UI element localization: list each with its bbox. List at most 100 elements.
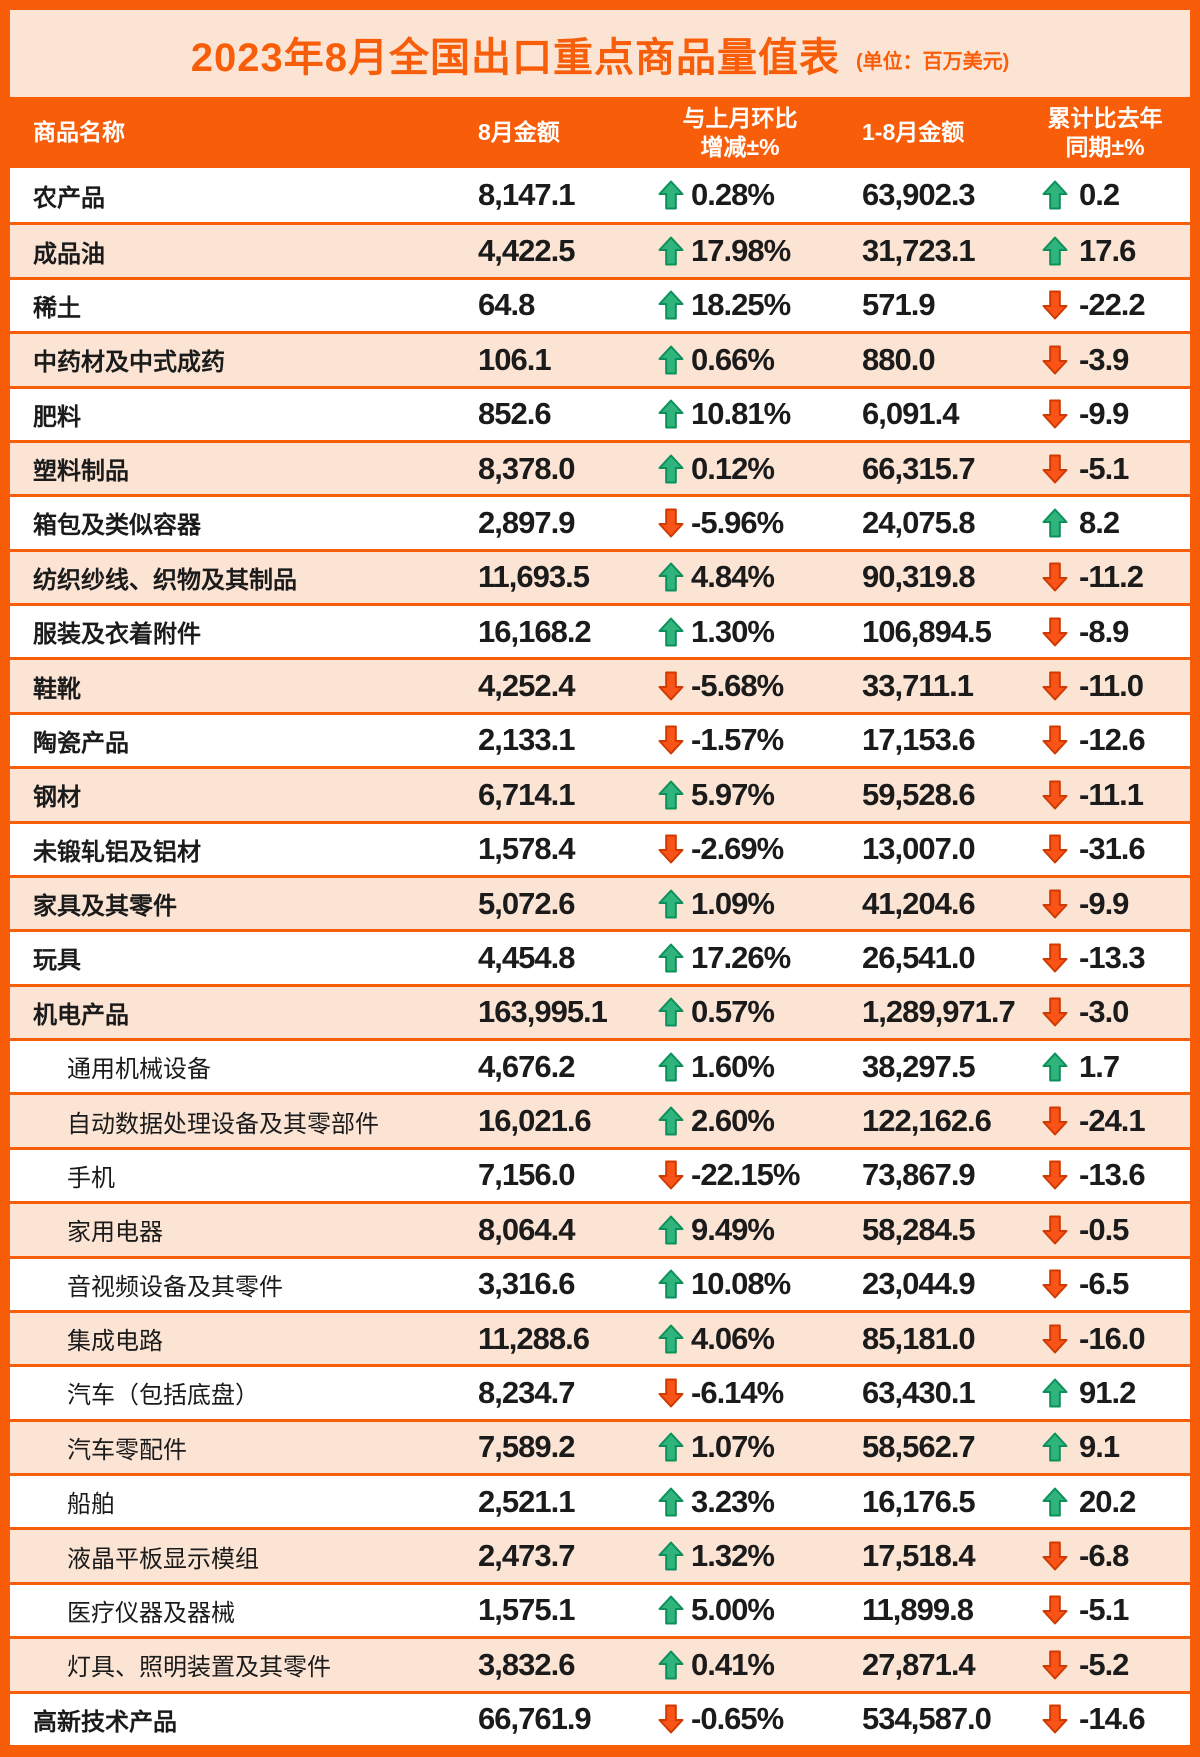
yoy-change: -6.5 [1020, 1266, 1190, 1302]
down-arrow-icon [1042, 889, 1068, 919]
yoy-value: -11.2 [1079, 559, 1144, 595]
commodity-name: 成品油 [33, 240, 105, 268]
yoy-value: 1.7 [1079, 1048, 1120, 1084]
ytd-amount: 63,902.3 [862, 177, 976, 213]
commodity-name: 自动数据处理设备及其零部件 [67, 1110, 379, 1138]
commodity-name: 稀土 [33, 294, 81, 322]
mom-value: 1.09% [691, 885, 775, 921]
table-row: 成品油 4,422.5 17.98% 31,723.1 17.6 [10, 222, 1190, 277]
aug-amount: 1,575.1 [478, 1592, 575, 1628]
mom-change: 0.41% [640, 1647, 840, 1683]
up-arrow-icon [1042, 1378, 1068, 1408]
table-row: 稀土 64.8 18.25% 571.9 -22.2 [10, 276, 1190, 332]
yoy-change: 0.2 [1020, 177, 1190, 213]
mom-change: 1.09% [640, 886, 840, 922]
up-arrow-icon [658, 1324, 684, 1354]
down-arrow-icon [1042, 1106, 1068, 1136]
yoy-value: 20.2 [1079, 1483, 1136, 1519]
aug-amount: 4,422.5 [478, 233, 575, 269]
mom-value: 17.98% [691, 233, 791, 269]
ytd-amount: 880.0 [862, 341, 936, 377]
yoy-value: -13.6 [1079, 1157, 1146, 1193]
mom-change: 1.07% [640, 1429, 840, 1465]
table-row: 纺织纱线、织物及其制品 11,693.5 4.84% 90,319.8 -11.… [10, 548, 1190, 603]
table-row: 鞋靴 4,252.4 -5.68% 33,711.1 -11.0 [10, 657, 1190, 712]
up-arrow-icon [1042, 1432, 1068, 1462]
commodity-name: 家用电器 [67, 1219, 163, 1247]
yoy-change: -16.0 [1020, 1321, 1190, 1357]
yoy-change: 8.2 [1020, 505, 1190, 541]
yoy-change: -9.9 [1020, 886, 1190, 922]
table-row: 集成电路 11,288.6 4.06% 85,181.0 -16.0 [10, 1309, 1190, 1365]
yoy-change: -11.1 [1020, 777, 1190, 813]
mom-change: -1.57% [640, 722, 840, 758]
mom-value: 0.12% [691, 450, 775, 486]
aug-amount: 163,995.1 [478, 994, 608, 1030]
yoy-value: 8.2 [1079, 504, 1120, 540]
yoy-value: 91.2 [1079, 1374, 1136, 1410]
mom-change: 5.97% [640, 777, 840, 813]
yoy-change: -12.6 [1020, 722, 1190, 758]
ytd-amount: 59,528.6 [862, 776, 976, 812]
yoy-change: -24.1 [1020, 1103, 1190, 1139]
mom-value: 2.60% [691, 1103, 775, 1139]
yoy-change: -13.6 [1020, 1157, 1190, 1193]
up-arrow-icon [658, 1487, 684, 1517]
ytd-amount: 11,899.8 [862, 1592, 974, 1628]
ytd-amount: 58,562.7 [862, 1429, 976, 1465]
table-row: 自动数据处理设备及其零部件 16,021.6 2.60% 122,162.6 -… [10, 1092, 1190, 1147]
up-arrow-icon [658, 997, 684, 1027]
table-row: 汽车零配件 7,589.2 1.07% 58,562.7 9.1 [10, 1418, 1190, 1473]
commodity-name: 塑料制品 [33, 458, 129, 486]
mom-value: 17.26% [691, 939, 791, 975]
header-commodity-name: 商品名称 [33, 119, 125, 146]
mom-value: -5.68% [691, 668, 784, 704]
mom-value: 1.32% [691, 1538, 775, 1574]
aug-amount: 4,252.4 [478, 668, 575, 704]
table-row: 灯具、照明装置及其零件 3,832.6 0.41% 27,871.4 -5.2 [10, 1636, 1190, 1691]
mom-value: 4.84% [691, 559, 775, 595]
yoy-value: -24.1 [1079, 1103, 1146, 1139]
aug-amount: 4,454.8 [478, 939, 575, 975]
down-arrow-icon [1042, 1324, 1068, 1354]
yoy-change: -14.6 [1020, 1701, 1190, 1737]
aug-amount: 7,589.2 [478, 1429, 575, 1465]
mom-value: 1.30% [691, 613, 775, 649]
up-arrow-icon [658, 399, 684, 429]
yoy-change: -6.8 [1020, 1538, 1190, 1574]
yoy-value: -5.2 [1079, 1646, 1129, 1682]
aug-amount: 2,521.1 [478, 1483, 575, 1519]
aug-amount: 106.1 [478, 341, 552, 377]
aug-amount: 66,761.9 [478, 1701, 592, 1737]
mom-value: -6.14% [691, 1374, 784, 1410]
mom-change: 0.57% [640, 994, 840, 1030]
yoy-change: -22.2 [1020, 287, 1190, 323]
table-header: 商品名称 8月金额 与上月环比 增减±% 1-8月金额 累计比去年 同期±% [10, 97, 1190, 168]
commodity-name: 农产品 [33, 184, 105, 212]
up-arrow-icon [658, 1541, 684, 1571]
mom-change: 4.84% [640, 559, 840, 595]
up-arrow-icon [658, 1269, 684, 1299]
commodity-name: 汽车（包括底盘） [67, 1382, 259, 1410]
yoy-change: -9.9 [1020, 396, 1190, 432]
commodity-name: 家具及其零件 [33, 893, 177, 921]
mom-change: 10.81% [640, 396, 840, 432]
aug-amount: 4,676.2 [478, 1048, 575, 1084]
ytd-amount: 38,297.5 [862, 1048, 976, 1084]
yoy-value: -3.9 [1079, 341, 1129, 377]
ytd-amount: 31,723.1 [862, 233, 976, 269]
aug-amount: 16,168.2 [478, 613, 592, 649]
mom-value: 5.00% [691, 1592, 775, 1628]
ytd-amount: 571.9 [862, 287, 936, 323]
ytd-amount: 6,091.4 [862, 396, 959, 432]
table-row: 家用电器 8,064.4 9.49% 58,284.5 -0.5 [10, 1201, 1190, 1256]
down-arrow-icon [1042, 834, 1068, 864]
yoy-value: -6.5 [1079, 1266, 1129, 1302]
up-arrow-icon [1042, 180, 1068, 210]
down-arrow-icon [1042, 454, 1068, 484]
mom-change: 0.12% [640, 451, 840, 487]
ytd-amount: 73,867.9 [862, 1157, 976, 1193]
yoy-change: -5.1 [1020, 1592, 1190, 1628]
mom-value: 10.08% [691, 1266, 791, 1302]
aug-amount: 8,378.0 [478, 450, 575, 486]
